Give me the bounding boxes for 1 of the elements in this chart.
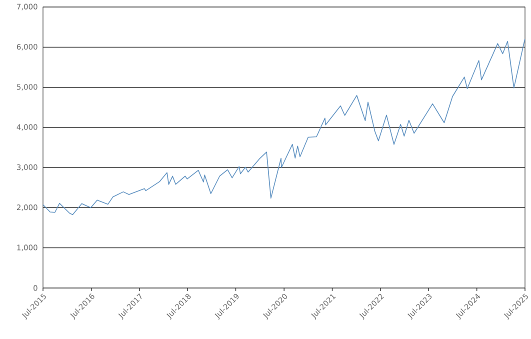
line-series	[43, 38, 526, 215]
